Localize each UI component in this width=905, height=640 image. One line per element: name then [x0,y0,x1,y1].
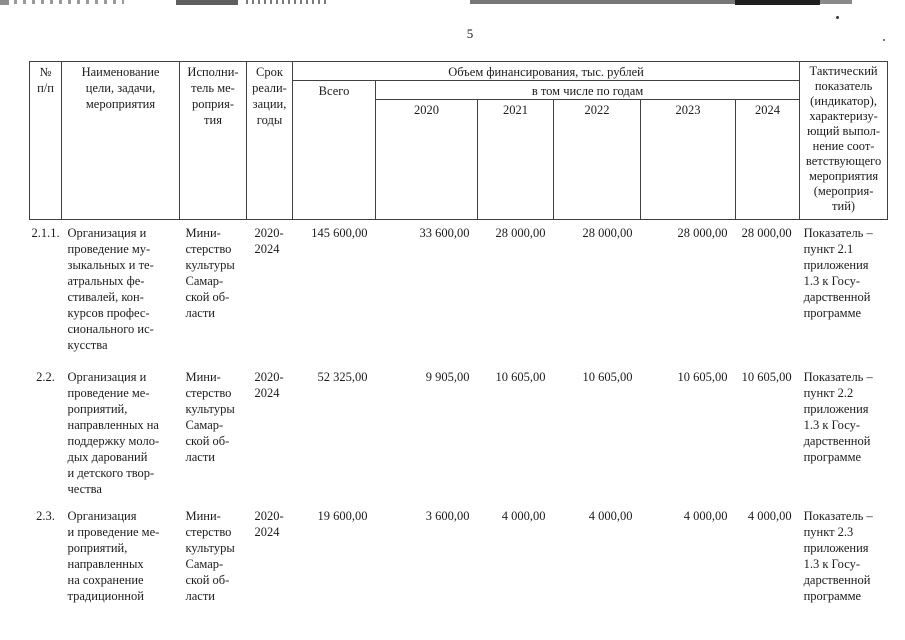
cell-2024: 10 605,00 [741,370,792,384]
cell-term: 2020- 2024 [254,370,284,400]
cell-indicator: Показатель – пункт 2.1 приложения 1.3 к … [803,226,873,320]
cell-total: 19 600,00 [317,509,368,523]
header-term: Срок реали- зации, годы [246,61,293,220]
header-year-2023: 2023 [640,99,736,220]
table-row-2-3: 2.3. Организация и проведение ме- роприя… [30,503,888,609]
financing-table: № п/п Наименование цели, задачи, меропри… [29,61,889,609]
cell-2024: 4 000,00 [747,509,792,523]
scan-artifact [470,0,735,4]
cell-2023: 28 000,00 [677,226,728,240]
cell-2024: 28 000,00 [741,226,792,240]
cell-name: Организация и проведение ме- роприятий, … [67,509,160,603]
cell-name: Организация и проведение му- зыкальных и… [67,226,154,352]
cell-2022: 4 000,00 [588,509,633,523]
header-executor: Исполни- тель ме- роприя- тия [179,61,247,220]
cell-2022: 28 000,00 [582,226,633,240]
cell-2021: 10 605,00 [495,370,546,384]
table-header: № п/п Наименование цели, задачи, меропри… [29,61,889,220]
cell-num: 2.2. [36,370,55,384]
cell-2020: 3 600,00 [425,509,470,523]
cell-2023: 10 605,00 [677,370,728,384]
cell-total: 52 325,00 [317,370,368,384]
cell-total: 145 600,00 [311,226,368,240]
table-row-2-1-1: 2.1.1. Организация и проведение му- зыка… [30,220,888,365]
cell-term: 2020- 2024 [254,226,284,256]
scan-artifact [0,0,9,5]
cell-num: 2.1.1. [31,226,60,240]
cell-executor: Мини- стерство культуры Самар- ской об- … [185,509,235,603]
header-year-2021: 2021 [477,99,554,220]
cell-2022: 10 605,00 [582,370,633,384]
scan-artifact [14,0,124,4]
cell-executor: Мини- стерство культуры Самар- ской об- … [185,370,235,464]
cell-executor: Мини- стерство культуры Самар- ской об- … [185,226,235,320]
cell-indicator: Показатель – пункт 2.3 приложения 1.3 к … [803,509,873,603]
cell-term: 2020- 2024 [254,509,284,539]
header-year-2020: 2020 [375,99,478,220]
scan-artifact [246,0,328,4]
header-year-2024: 2024 [734,99,801,220]
cell-2021: 4 000,00 [501,509,546,523]
cell-indicator: Показатель – пункт 2.2 приложения 1.3 к … [803,370,873,464]
cell-2020: 9 905,00 [425,370,470,384]
scan-artifact [176,0,238,5]
header-num: № п/п [29,61,62,220]
table-row-2-2: 2.2. Организация и проведение ме- роприя… [30,364,888,503]
page-number: 5 [466,26,474,41]
header-financing: Объем финансирования, тыс. рублей [291,61,801,81]
header-year-2022: 2022 [553,99,641,220]
header-name: Наименование цели, задачи, мероприятия [61,61,180,220]
cell-2023: 4 000,00 [683,509,728,523]
cell-2020: 33 600,00 [419,226,470,240]
cell-name: Организация и проведение ме- роприятий, … [67,370,160,496]
header-indicator: Тактический показатель (индикатор), хара… [799,61,889,220]
cell-num: 2.3. [36,509,55,523]
cell-2021: 28 000,00 [495,226,546,240]
scan-artifact [820,0,852,4]
header-by-years: в том числе по годам [374,80,801,100]
scan-artifact [735,0,820,5]
header-total: Всего [292,80,376,220]
scan-speck [836,16,839,19]
